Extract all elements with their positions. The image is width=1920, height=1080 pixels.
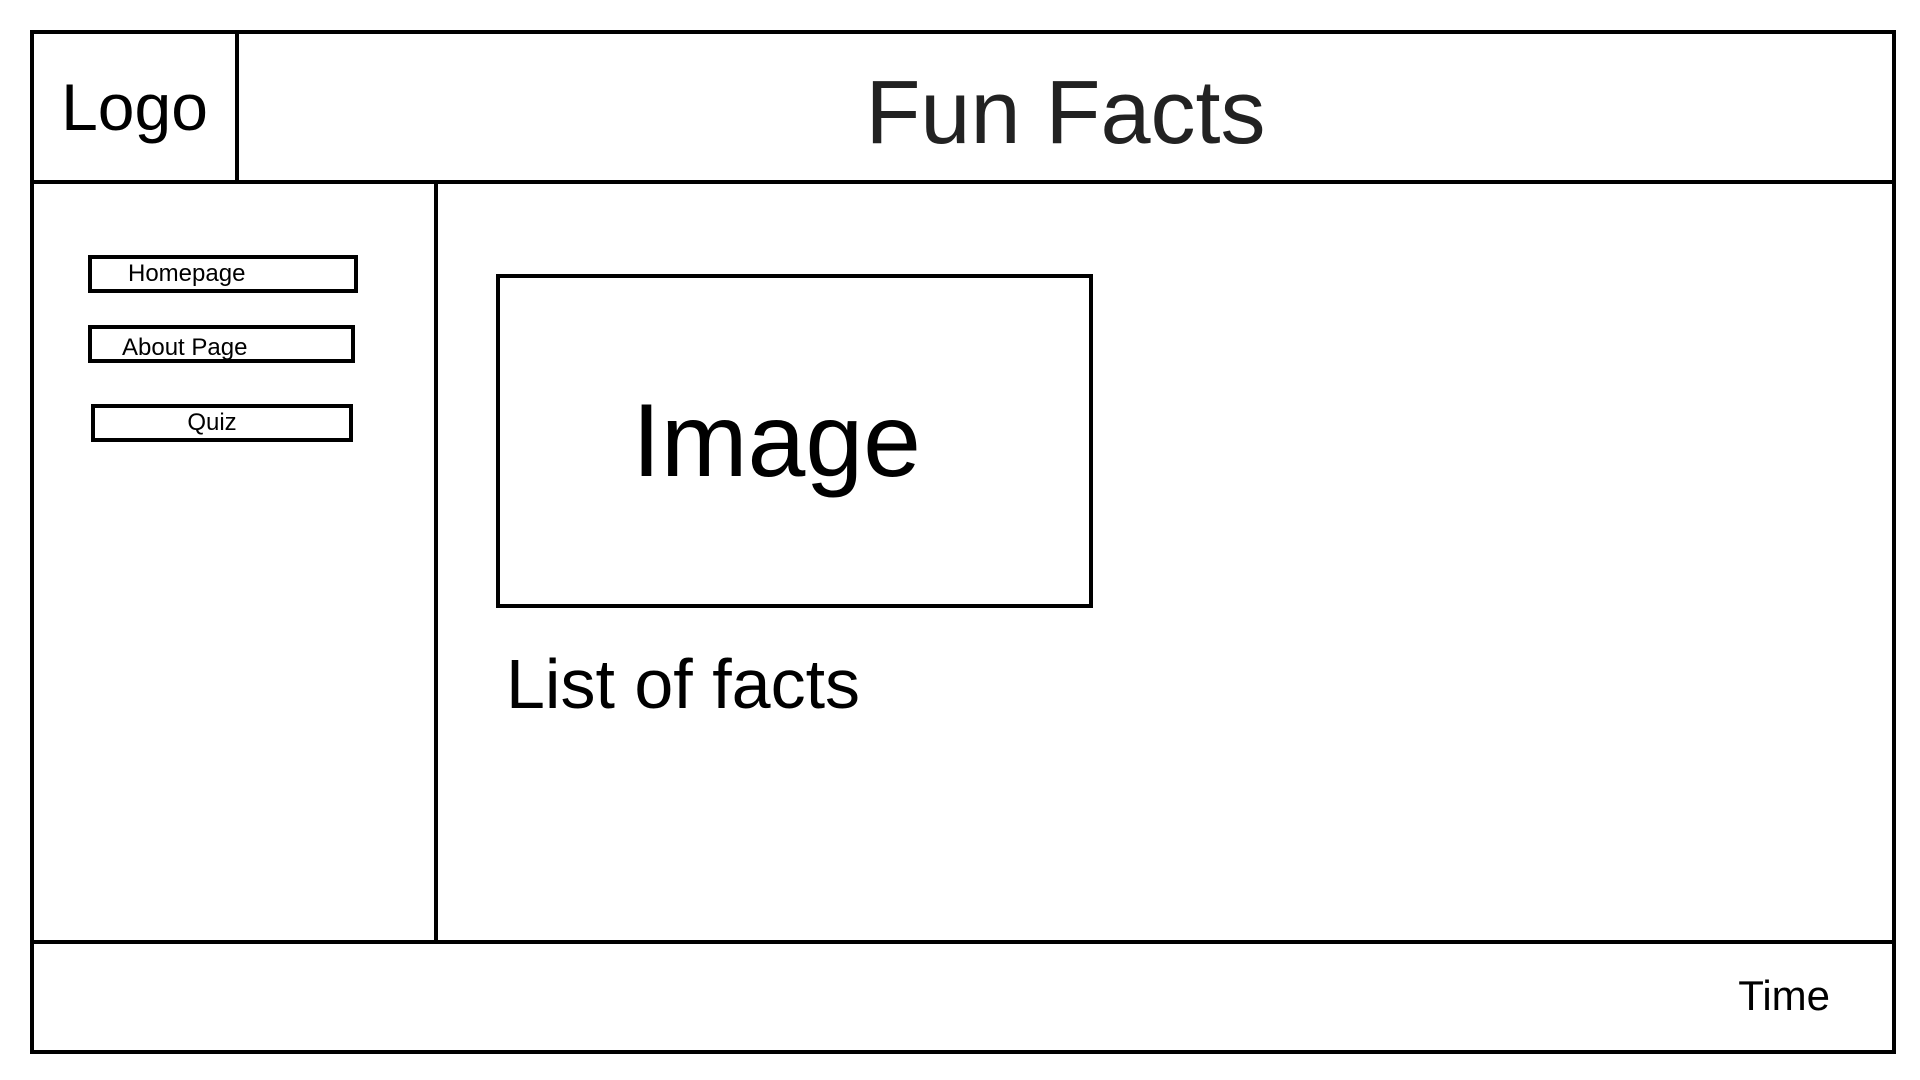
quiz-button[interactable]: Quiz xyxy=(91,404,353,442)
main-content: Image List of facts xyxy=(438,184,1892,944)
time-display: Time xyxy=(1738,972,1830,1019)
page-frame: Logo Fun Facts Homepage About Page Quiz … xyxy=(30,30,1896,1054)
page-title: Fun Facts xyxy=(865,62,1266,163)
logo[interactable]: Logo xyxy=(34,34,239,180)
image-placeholder: Image xyxy=(496,274,1093,608)
footer: Time xyxy=(34,940,1892,1050)
sidebar-nav: Homepage About Page Quiz xyxy=(34,184,438,944)
facts-list-heading: List of facts xyxy=(506,645,861,723)
header: Logo Fun Facts xyxy=(34,34,1892,184)
homepage-button[interactable]: Homepage xyxy=(88,255,358,293)
about-page-button[interactable]: About Page xyxy=(88,325,355,363)
